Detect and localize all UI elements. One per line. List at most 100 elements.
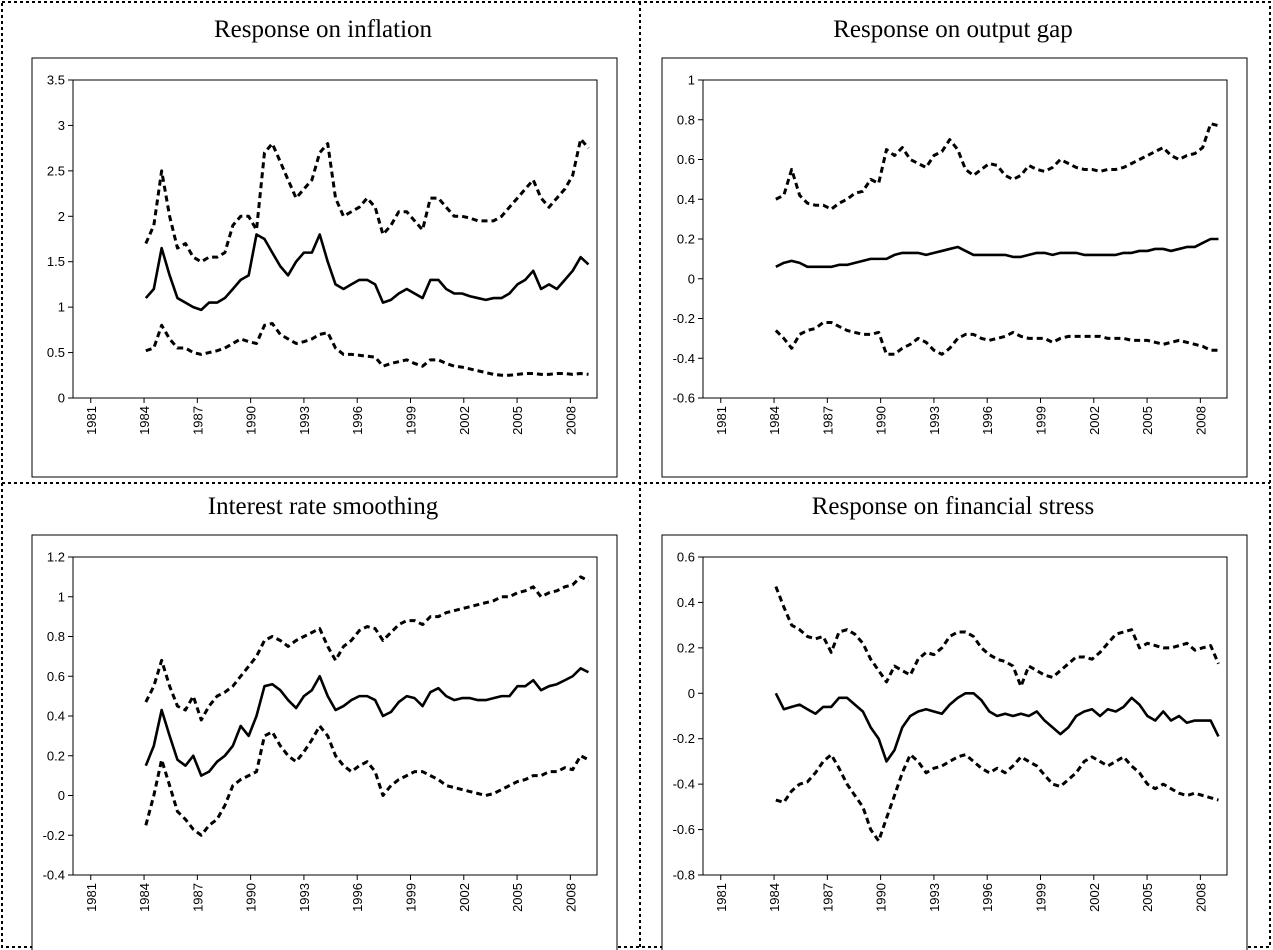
y-tick-label: 0.2 (47, 748, 65, 763)
y-tick-label: 0.4 (677, 595, 695, 610)
x-tick-label: 1990 (874, 883, 889, 912)
y-tick-label: -0.2 (673, 731, 695, 746)
y-tick-label: 0.5 (47, 345, 65, 360)
x-tick-label: 2002 (457, 883, 472, 912)
chart-title: Response on output gap (833, 16, 1073, 43)
y-tick-label: 0.6 (47, 669, 65, 684)
x-tick-label: 2002 (457, 406, 472, 435)
panel: Interest rate smoothing -0.4 -0.2 0 0.2 0.4 0.… (31, 493, 618, 950)
x-tick-label: 2008 (1193, 883, 1208, 912)
y-tick-label: -0.4 (673, 351, 695, 366)
y-tick-label: 0.8 (47, 629, 65, 644)
y-tick-label: 0 (58, 391, 65, 406)
x-tick-label: 1999 (1033, 883, 1048, 912)
y-tick-label: 1 (58, 589, 65, 604)
y-tick-label: 0 (58, 788, 65, 803)
y-tick-label: 2 (58, 209, 65, 224)
y-tick-label: 0.8 (677, 112, 695, 127)
panel: Response on inflation 0 0.5 1 1.5 2 2.5 3 3.5 198… (31, 16, 618, 478)
band-line (144, 137, 590, 264)
x-tick-label: 1996 (350, 406, 365, 435)
x-tick-label: 1990 (874, 406, 889, 435)
x-tick-label: 1981 (84, 883, 99, 912)
x-tick-label: 1990 (244, 406, 259, 435)
band-line (144, 724, 590, 837)
band-line (774, 320, 1219, 356)
x-tick-label: 2002 (1087, 883, 1102, 912)
x-tick-label: 1993 (927, 406, 942, 435)
y-tick-label: 0.2 (677, 640, 695, 655)
x-tick-label: 1984 (137, 883, 152, 912)
x-tick-label: 1996 (350, 883, 365, 912)
band-line (145, 322, 589, 377)
band-line (775, 753, 1219, 843)
x-tick-label: 2005 (1140, 883, 1155, 912)
y-tick-label: -0.2 (43, 828, 65, 843)
chart-title: Response on financial stress (812, 493, 1095, 520)
x-tick-label: 2008 (563, 406, 578, 435)
x-tick-label: 2005 (510, 406, 525, 435)
y-tick-label: 0 (688, 686, 695, 701)
band-line (775, 122, 1219, 211)
estimate-line (775, 237, 1219, 269)
band-line (774, 585, 1220, 688)
x-tick-label: 1993 (297, 406, 312, 435)
y-tick-label: 3.5 (47, 73, 65, 88)
chart-title: Interest rate smoothing (208, 493, 439, 520)
y-tick-label: -0.2 (673, 311, 695, 326)
x-tick-label: 1996 (980, 883, 995, 912)
x-tick-label: 1999 (403, 883, 418, 912)
estimate-line (144, 233, 590, 312)
estimate-line (774, 691, 1220, 763)
x-tick-label: 2005 (1140, 406, 1155, 435)
x-tick-label: 1981 (84, 406, 99, 435)
y-tick-label: 0.2 (677, 232, 695, 247)
x-tick-label: 1987 (190, 883, 205, 912)
x-tick-label: 1999 (403, 406, 418, 435)
x-tick-label: 1990 (244, 883, 259, 912)
x-tick-label: 1984 (137, 406, 152, 435)
y-tick-label: -0.6 (673, 391, 695, 406)
y-tick-label: -0.4 (673, 777, 695, 792)
x-tick-label: 1987 (190, 406, 205, 435)
x-tick-label: 1993 (927, 883, 942, 912)
x-tick-label: 2002 (1087, 406, 1102, 435)
x-tick-label: 2008 (563, 883, 578, 912)
panel: Response on output gap -0.6 -0.4 -0.2 0 0.2 0.… (661, 16, 1248, 478)
x-tick-label: 1993 (297, 883, 312, 912)
y-tick-label: 0.6 (677, 152, 695, 167)
y-tick-label: -0.4 (43, 868, 65, 883)
chart-title: Response on inflation (214, 16, 433, 43)
x-tick-label: 1981 (714, 883, 729, 912)
x-tick-label: 1984 (767, 883, 782, 912)
estimate-line (144, 667, 590, 777)
y-tick-label: 0.4 (47, 709, 65, 724)
chart-frame (31, 534, 618, 950)
y-tick-label: 1 (688, 73, 695, 88)
x-tick-label: 2005 (510, 883, 525, 912)
x-tick-label: 1987 (820, 406, 835, 435)
y-tick-label: -0.6 (673, 822, 695, 837)
plot-area (72, 79, 598, 399)
chart-frame (31, 57, 618, 478)
y-tick-label: 3 (58, 118, 65, 133)
y-tick-label: 1.5 (47, 254, 65, 269)
y-tick-label: 1.2 (47, 550, 65, 565)
x-tick-label: 1984 (767, 406, 782, 435)
y-tick-label: 2.5 (47, 163, 65, 178)
y-tick-label: 0 (688, 271, 695, 286)
x-tick-label: 1981 (714, 406, 729, 435)
y-tick-label: 0.6 (677, 550, 695, 565)
y-tick-label: 1 (58, 300, 65, 315)
x-tick-label: 1987 (820, 883, 835, 912)
band-line (144, 575, 590, 722)
x-tick-label: 1999 (1033, 406, 1048, 435)
x-tick-label: 2008 (1193, 406, 1208, 435)
y-tick-label: 0.4 (677, 192, 695, 207)
chart-frame (661, 534, 1248, 950)
chart-frame (661, 57, 1248, 478)
panel: Response on financial stress -0.8 -0.6 -0.4… (661, 493, 1248, 950)
